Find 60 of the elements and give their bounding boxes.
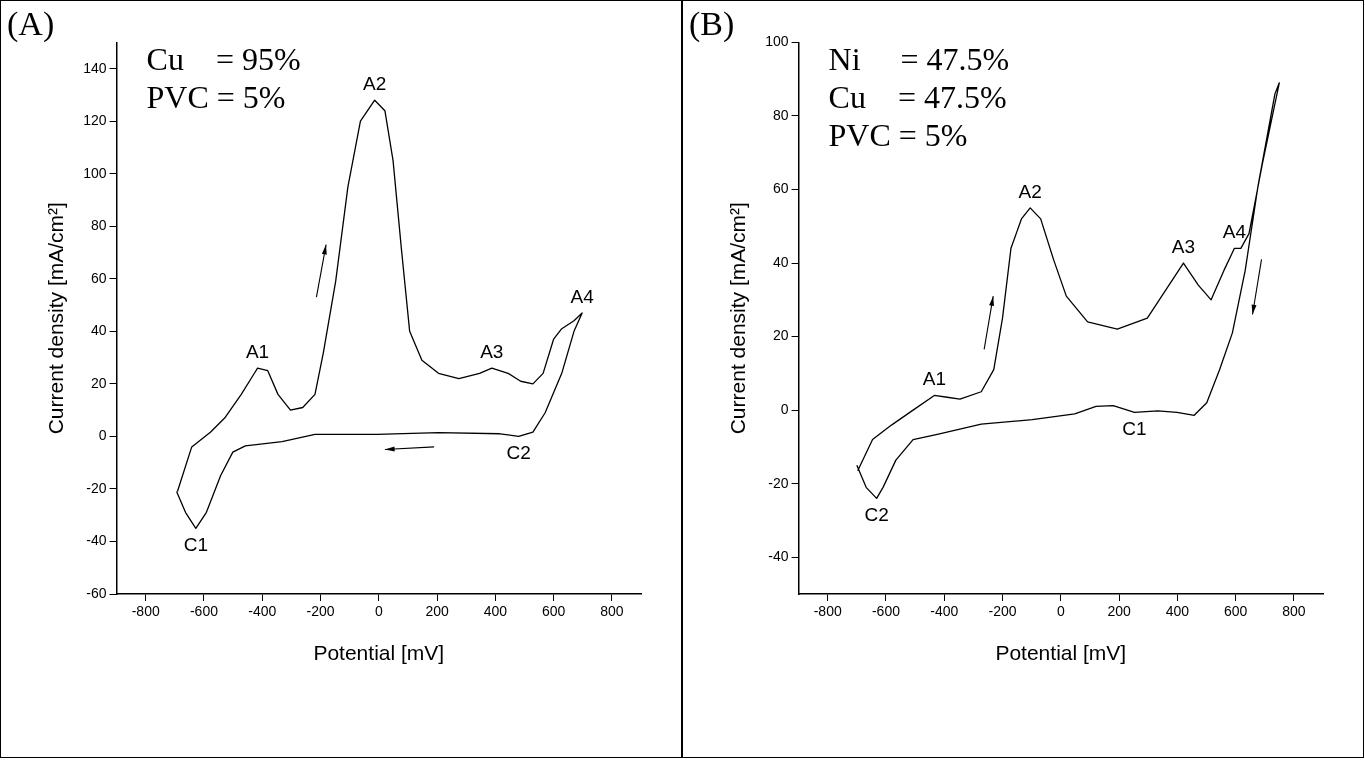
y-axis-title: Current density [mA/cm²] — [44, 202, 68, 435]
y-tick-label: 20 — [772, 327, 789, 344]
x-axis-title: Potential [mV] — [995, 641, 1127, 665]
x-tick-label: 200 — [1107, 603, 1131, 620]
y-tick-label: 120 — [83, 112, 107, 129]
y-tick-label: 60 — [90, 269, 107, 286]
annotation: PVC = 5% — [828, 117, 968, 154]
annotation: C2 — [506, 442, 531, 464]
annotation: A2 — [1018, 180, 1042, 202]
x-tick-label: 400 — [483, 603, 508, 620]
y-tick-label: 40 — [772, 253, 789, 270]
y-tick-label: 100 — [765, 33, 789, 50]
y-tick-label: 40 — [90, 322, 107, 339]
x-axis-title: Potential [mV] — [313, 641, 445, 665]
x-tick-label: -200 — [306, 603, 335, 620]
y-tick-label: 20 — [90, 374, 107, 391]
y-tick-label: -40 — [768, 548, 789, 565]
x-tick-label: 0 — [1056, 603, 1065, 620]
x-tick-label: -600 — [871, 603, 901, 620]
y-tick-label: 80 — [90, 217, 107, 234]
x-tick-label: 800 — [600, 603, 624, 620]
annotation: PVC = 5% — [146, 79, 286, 116]
annotation: A4 — [570, 285, 595, 307]
annotation: C2 — [864, 504, 889, 526]
x-tick-label: 600 — [541, 603, 566, 620]
y-axis-title: Current density [mA/cm²] — [726, 202, 750, 435]
annotation: Cu = 47.5% — [828, 79, 1007, 116]
y-tick-label: 60 — [772, 180, 789, 197]
chart-title: (B) — [689, 5, 735, 43]
y-tick-label: 140 — [83, 59, 107, 76]
x-tick-label: 0 — [374, 603, 383, 620]
y-tick-label: -20 — [768, 474, 789, 491]
annotation: A2 — [363, 72, 387, 94]
annotation: C1 — [183, 534, 208, 556]
x-tick-label: 800 — [1282, 603, 1306, 620]
x-tick-label: -800 — [813, 603, 842, 620]
annotation: A4 — [1222, 221, 1247, 243]
annotation: A3 — [480, 340, 504, 362]
y-tick-label: -40 — [86, 532, 107, 549]
y-tick-label: 80 — [772, 106, 789, 123]
annotation: Cu = 95% — [146, 41, 301, 78]
annotation: Ni = 47.5% — [828, 41, 1010, 78]
x-tick-label: -400 — [930, 603, 959, 620]
x-tick-label: -600 — [189, 603, 219, 620]
y-tick-label: 0 — [98, 427, 107, 444]
y-tick-label: -60 — [86, 584, 107, 601]
chart-title: (A) — [7, 5, 55, 43]
y-tick-label: 100 — [83, 164, 107, 181]
annotation: C1 — [1122, 418, 1147, 440]
annotation: A1 — [245, 340, 270, 362]
y-tick-label: -20 — [86, 479, 107, 496]
annotation: A1 — [922, 368, 946, 390]
x-tick-label: -400 — [248, 603, 277, 620]
x-tick-label: -200 — [988, 603, 1017, 620]
y-tick-label: 0 — [780, 400, 789, 417]
annotation: A3 — [1171, 235, 1196, 257]
x-tick-label: 600 — [1223, 603, 1248, 620]
x-tick-label: 400 — [1165, 603, 1190, 620]
x-tick-label: -800 — [131, 603, 160, 620]
x-tick-label: 200 — [425, 603, 449, 620]
